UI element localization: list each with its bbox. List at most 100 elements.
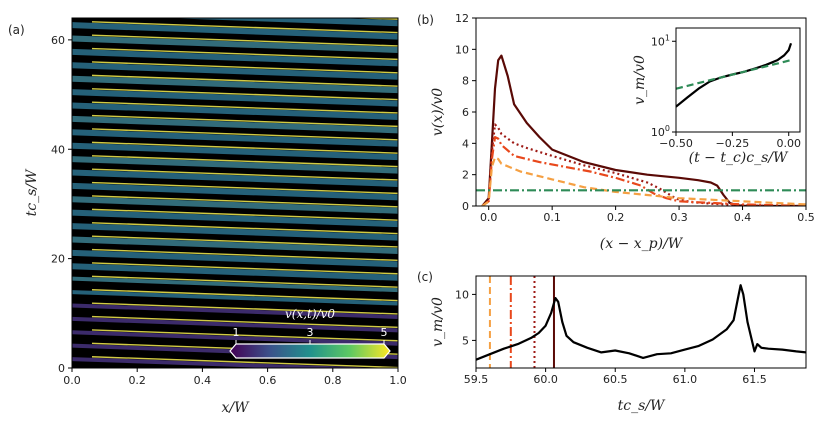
heatmap-streak [72, 156, 398, 174]
a-xtick-label: 0.4 [194, 374, 212, 387]
a-panel-label: (a) [8, 23, 25, 37]
panel-a: 0.0 0.2 0.4 0.6 0.8 1.0 0 20 40 60 x/W tc_s/W (a) 1 3 5… [8, 17, 407, 416]
ylabel: v(x)/v0 [430, 88, 446, 136]
a-xtick-label: 0.0 [63, 374, 81, 387]
heatmap-streak [72, 89, 398, 107]
heatmap-front [91, 114, 398, 128]
xtick-label: 0.2 [607, 211, 625, 224]
heatmap-streak [72, 129, 398, 147]
heatmap-streak [72, 249, 398, 268]
heatmap-streak [72, 48, 398, 67]
ytick-label: 8 [462, 75, 469, 88]
xtick-label: 59.5 [464, 373, 489, 386]
panel-b-inset-frame [675, 27, 801, 133]
xtick-label: −0.50 [659, 137, 693, 150]
heatmap-front [91, 141, 398, 154]
panel-b-inset-bg [676, 28, 800, 132]
ylabel: v_m/v0 [632, 55, 648, 105]
heatmap-streak [72, 142, 398, 161]
xtick-label: 60.5 [603, 373, 628, 386]
a-xtick-label: 0.2 [128, 374, 146, 387]
panel-c: 59.5 60.0 60.5 61.0 61.5 5 10 tc_s/W v_m/v0 (c) [417, 270, 807, 414]
a-xtick-label: 0.6 [259, 374, 277, 387]
heatmap-front [91, 208, 398, 221]
xtick-label: 0.3 [670, 211, 688, 224]
heatmap-streak [165, 18, 398, 27]
heatmap-front [91, 74, 398, 87]
heatmap-streak [72, 169, 398, 187]
panel-b-inset-plot [676, 42, 793, 108]
a-ytick-label: 20 [51, 253, 65, 266]
ytick-label: 10 [455, 43, 469, 56]
ylabel: v_m/v0 [430, 297, 446, 347]
heatmap-front [91, 61, 398, 74]
heatmap-streak [72, 236, 398, 254]
heatmap-front [91, 275, 398, 288]
heatmap-front [91, 302, 398, 315]
xlabel: (t − t_c)c_s/W [689, 150, 789, 166]
ytick-label: 5 [462, 334, 469, 347]
ytick-label: 10 [455, 288, 469, 301]
ytick-exponent: 1 [665, 33, 670, 42]
ytick-base: 10 [651, 35, 665, 48]
heatmap-front [91, 235, 398, 248]
xtick-label: 0.0 [480, 211, 498, 224]
xtick-label: 61.0 [673, 373, 698, 386]
ytick-label: 100 [651, 124, 670, 139]
panel-c-frame [475, 275, 807, 369]
a-ytick-label: 0 [58, 362, 65, 375]
series-line [476, 284, 806, 361]
heatmap-streak [72, 115, 398, 134]
heatmap-front [91, 329, 398, 342]
a-xtick-label: 1.0 [389, 374, 407, 387]
ytick-exponent: 0 [665, 124, 670, 133]
xtick-label: 0.4 [734, 211, 752, 224]
series-line [676, 59, 792, 90]
heatmap-streak [72, 35, 398, 53]
ytick-label: 12 [455, 12, 469, 25]
xtick-label: 61.5 [742, 373, 767, 386]
series-line [481, 123, 806, 206]
heatmap-streak [72, 223, 398, 241]
heatmap-front [91, 101, 398, 114]
heatmap-streak [72, 316, 398, 333]
heatmap-front [91, 21, 398, 34]
heatmap-streak [72, 209, 398, 228]
panel-label: (b) [417, 13, 434, 27]
heatmap-front [91, 34, 398, 47]
colorbar: 1 3 5 v(x,t)/v0 [229, 307, 391, 359]
heatmap-streak [72, 276, 398, 293]
xlabel: tc_s/W [618, 398, 666, 414]
ytick-label: 0 [462, 200, 469, 213]
heatmap-front [91, 181, 398, 195]
panel-a-frame [71, 17, 399, 369]
series-line [481, 156, 806, 206]
colorbar-label: v(x,t)/v0 [285, 307, 335, 321]
heatmap-front [91, 88, 398, 101]
ytick-label: 2 [462, 169, 469, 182]
heatmap-streak [72, 263, 398, 281]
panel-b-plot [476, 54, 806, 206]
xtick-label: 0.1 [543, 211, 561, 224]
xtick-label: −0.25 [716, 137, 750, 150]
heatmap-streak [72, 330, 398, 346]
heatmap-front [91, 248, 398, 262]
ytick-base: 10 [651, 126, 665, 139]
a-xtick-label: 0.8 [324, 374, 342, 387]
heatmap-streak [72, 196, 398, 214]
heatmap-streak [72, 62, 398, 80]
colorbar-tick-label: 3 [307, 326, 314, 339]
a-ytick-label: 40 [51, 143, 65, 156]
heatmap-front [91, 315, 398, 329]
ytick-label: 101 [651, 33, 670, 48]
a-ytick-label: 60 [51, 34, 65, 47]
heatmap-streak [72, 102, 398, 120]
heatmap-front [91, 262, 398, 275]
xlabel: (x − x_p)/W [600, 236, 684, 252]
xtick-label: 60.0 [533, 373, 558, 386]
panel-label: (c) [417, 270, 433, 284]
ytick-label: 6 [462, 106, 469, 119]
heatmap-streak [72, 290, 398, 306]
xtick-label: 0.00 [776, 137, 801, 150]
